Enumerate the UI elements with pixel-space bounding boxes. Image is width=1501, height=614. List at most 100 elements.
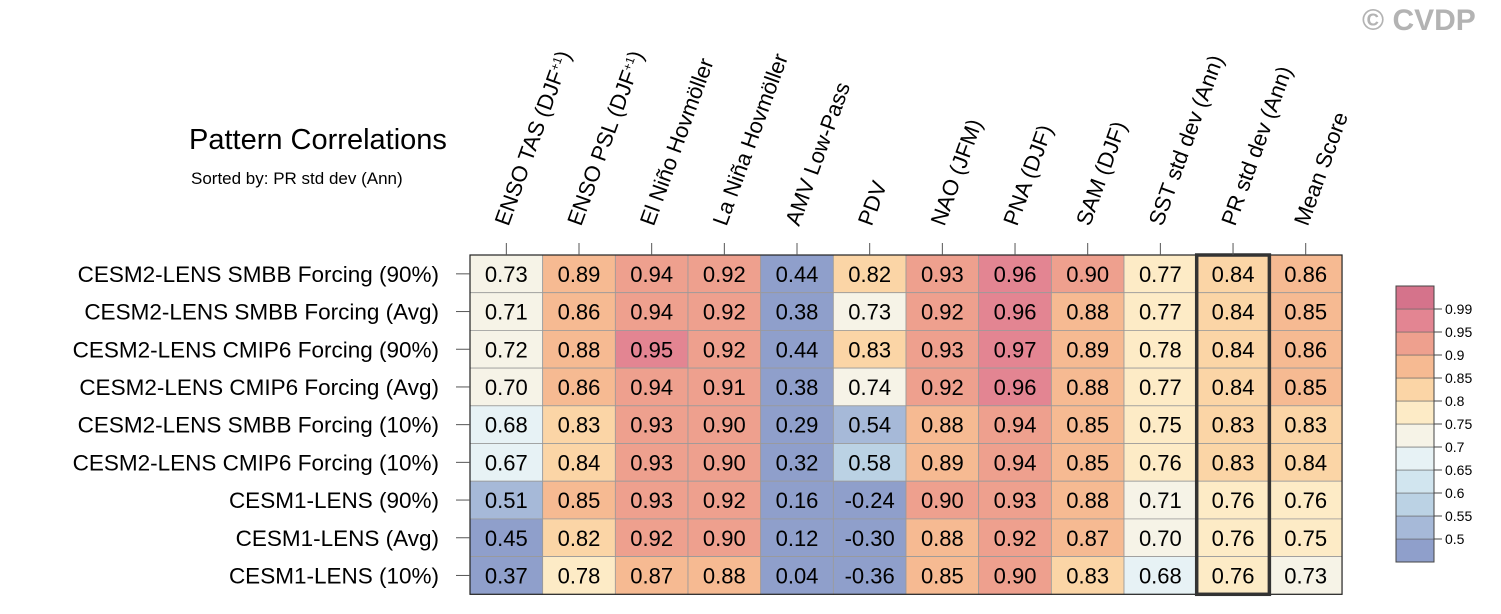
cell-value-label: 0.76 — [1139, 450, 1182, 475]
heatmap-cell — [1050, 480, 1125, 520]
cell-value-label: 0.73 — [485, 262, 528, 287]
heatmap-cell — [469, 292, 544, 331]
column-label-pr-std-dev-ann: PR std dev (Ann) — [1216, 63, 1297, 229]
cell-value-label: 0.94 — [994, 450, 1037, 475]
cell-value-label: 0.70 — [485, 375, 528, 400]
cell-value-label: 0.90 — [703, 526, 746, 551]
heatmap-cell — [760, 292, 834, 331]
cell-value-label: 0.93 — [630, 488, 673, 513]
cell-value-label: 0.12 — [776, 526, 819, 551]
cell-value-label: 0.71 — [485, 300, 528, 325]
heatmap-cell — [1050, 329, 1125, 369]
heatmap-cell — [469, 329, 544, 369]
cell-value-label: 0.44 — [776, 337, 819, 362]
cell-value-label: 0.94 — [630, 262, 673, 287]
heatmap-cell — [469, 367, 544, 407]
cell-value-label: 0.86 — [1284, 337, 1327, 362]
cell-value-label: 0.77 — [1139, 375, 1182, 400]
row-label-cesm2-lens-smbb-forcing-10: CESM2-LENS SMBB Forcing (10%) — [78, 413, 439, 438]
heatmap-cell — [687, 518, 762, 558]
cell-value-label: -0.36 — [845, 563, 895, 588]
heatmap-cell — [687, 480, 762, 520]
row-label-cesm2-lens-cmip6-forcing-90: CESM2-LENS CMIP6 Forcing (90%) — [73, 337, 439, 362]
cell-value-label: 0.83 — [848, 337, 891, 362]
cell-value-label: 0.67 — [485, 450, 528, 475]
heatmap-cell — [614, 329, 689, 369]
heatmap-cell — [1196, 405, 1270, 444]
colorbar-segment — [1395, 492, 1435, 517]
cell-value-label: 0.92 — [994, 526, 1037, 551]
heatmap-cell — [1123, 405, 1198, 444]
cell-value-label: 0.87 — [1066, 526, 1109, 551]
heatmap-cell — [905, 443, 980, 482]
cell-value-label: 0.83 — [1066, 563, 1109, 588]
heatmap-cell — [905, 292, 980, 331]
heatmap-cell — [542, 443, 616, 482]
column-label-sst-std-dev-ann: SST std dev (Ann) — [1144, 52, 1229, 229]
cell-value-label: 0.89 — [558, 262, 601, 287]
heatmap-cell — [832, 556, 907, 595]
cell-value-label: 0.93 — [994, 488, 1037, 513]
heatmap-cell — [542, 367, 616, 407]
column-label-enso-tas-djf-1: ENSO TAS (DJF+1) — [490, 47, 576, 228]
superscript-plus-one: +1 — [620, 55, 638, 73]
cell-value-label: 0.93 — [921, 337, 964, 362]
heatmap-cell — [832, 443, 907, 482]
heatmap-cell — [1196, 556, 1270, 595]
cell-value-label: 0.77 — [1139, 300, 1182, 325]
column-label-amv-low-pass: AMV Low-Pass — [780, 79, 855, 229]
heatmap-cell — [1123, 329, 1198, 369]
cell-value-label: 0.82 — [848, 262, 891, 287]
column-label-sam-djf: SAM (DJF) — [1071, 118, 1132, 229]
cell-value-label: 0.90 — [1066, 262, 1109, 287]
heatmap-cell — [832, 367, 907, 407]
cell-value-label: 0.78 — [558, 563, 601, 588]
cell-value-label: 0.29 — [776, 413, 819, 438]
colorbar-label: 0.99 — [1445, 301, 1472, 317]
heatmap-cell — [832, 292, 907, 331]
cell-value-label: 0.73 — [1284, 563, 1327, 588]
heatmap-cell — [1268, 405, 1343, 444]
heatmap-cell — [978, 443, 1052, 482]
cell-value-label: 0.89 — [1066, 337, 1109, 362]
cell-value-label: 0.58 — [848, 450, 891, 475]
cell-value-label: 0.76 — [1212, 563, 1255, 588]
column-label-el-nino-hovmoller: El Niño Hovmöller — [635, 55, 719, 229]
cell-value-label: 0.78 — [1139, 337, 1182, 362]
cell-value-label: 0.90 — [994, 563, 1037, 588]
heatmap-cell — [687, 443, 762, 482]
cell-value-label: 0.54 — [848, 413, 891, 438]
cell-value-label: 0.94 — [994, 413, 1037, 438]
cell-value-label: 0.85 — [558, 488, 601, 513]
heatmap-cell — [1268, 556, 1343, 595]
cell-value-label: 0.84 — [1284, 450, 1327, 475]
row-label-cesm2-lens-smbb-forcing-90: CESM2-LENS SMBB Forcing (90%) — [78, 262, 439, 287]
chart-subtitle: Sorted by: PR std dev (Ann) — [191, 169, 403, 188]
cell-value-label: 0.76 — [1212, 488, 1255, 513]
column-label-pdv: PDV — [853, 177, 892, 228]
colorbar-segment — [1395, 400, 1435, 425]
heatmap-cell — [832, 480, 907, 520]
cell-value-label: 0.74 — [848, 375, 891, 400]
cell-value-label: 0.90 — [703, 413, 746, 438]
cell-value-label: 0.75 — [1284, 526, 1327, 551]
heatmap-cell — [760, 518, 834, 558]
cell-value-label: 0.82 — [558, 526, 601, 551]
row-label-cesm2-lens-cmip6-forcing-avg: CESM2-LENS CMIP6 Forcing (Avg) — [79, 375, 439, 400]
column-label-nao-jfm: NAO (JFM) — [926, 116, 988, 229]
heatmap-cell — [1268, 480, 1343, 520]
cell-value-label: 0.91 — [703, 375, 746, 400]
cell-value-label: 0.84 — [1212, 300, 1255, 325]
heatmap-cell — [614, 556, 689, 595]
row-label-cesm1-lens-10: CESM1-LENS (10%) — [229, 563, 439, 588]
heatmap-cell — [832, 405, 907, 444]
cell-value-label: 0.88 — [558, 337, 601, 362]
heatmap-cell — [1050, 292, 1125, 331]
superscript-plus-one: +1 — [547, 55, 565, 73]
cell-value-label: 0.70 — [1139, 526, 1182, 551]
cell-value-label: 0.84 — [1212, 337, 1255, 362]
cell-value-label: 0.89 — [921, 450, 964, 475]
heatmap-cell — [542, 480, 616, 520]
heatmap-cell — [1050, 443, 1125, 482]
heatmap-cell — [1196, 254, 1270, 294]
